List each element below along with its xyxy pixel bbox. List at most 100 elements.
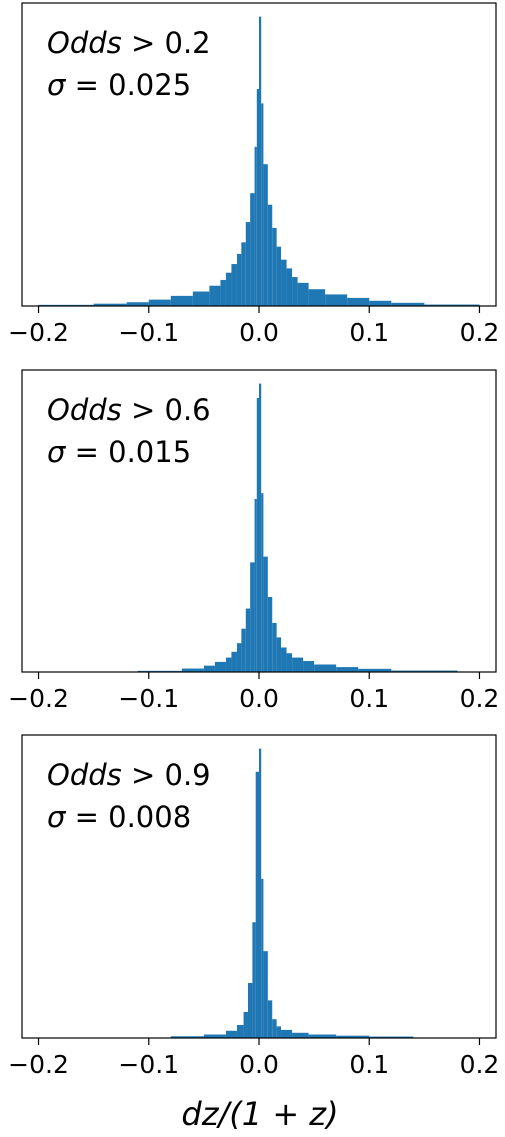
histogram-bar bbox=[225, 1030, 237, 1038]
histogram-bar bbox=[308, 1034, 337, 1038]
histogram-bar bbox=[254, 146, 257, 306]
histogram-bar bbox=[303, 661, 315, 672]
histogram-bar bbox=[292, 277, 298, 306]
histogram-panel: −0.2 −0.1 0.0 0.1 0.2 Odds > 0.6 σ = 0.015 bbox=[8, 369, 500, 713]
histogram-bar bbox=[255, 771, 259, 1038]
histogram-bar bbox=[256, 398, 259, 672]
histogram-bar bbox=[236, 253, 242, 306]
histogram-bar bbox=[292, 1032, 309, 1038]
histogram-bar bbox=[272, 1019, 277, 1038]
histogram-bar bbox=[256, 88, 259, 306]
histogram-bar bbox=[261, 493, 264, 672]
histogram-bar bbox=[369, 300, 392, 306]
x-tick-label: 0.0 bbox=[239, 318, 279, 347]
histogram-bar bbox=[261, 878, 264, 1038]
histogram-bar bbox=[170, 295, 193, 306]
x-tick-label: 0.2 bbox=[460, 684, 500, 713]
x-axis-label: dz/(1 + z) bbox=[181, 1095, 338, 1133]
histogram-bar bbox=[424, 304, 480, 306]
x-tick-label: −0.2 bbox=[8, 684, 69, 713]
histogram-bar bbox=[259, 748, 262, 1038]
histogram-bar bbox=[254, 498, 257, 672]
histogram-bar bbox=[259, 383, 262, 672]
histogram-bar bbox=[236, 643, 242, 672]
histogram-bar bbox=[203, 665, 215, 672]
x-tick-label: −0.2 bbox=[8, 1050, 69, 1079]
histogram-panel: −0.2 −0.1 0.0 0.1 0.2 Odds > 0.9 σ = 0.008 bbox=[8, 734, 499, 1079]
x-tick-label: 0.0 bbox=[239, 684, 279, 713]
histogram-bar bbox=[336, 1035, 370, 1038]
histogram-bar bbox=[241, 628, 246, 672]
histogram-bar bbox=[236, 1024, 244, 1038]
histogram-bar bbox=[225, 657, 232, 672]
histogram-bar bbox=[250, 562, 255, 672]
histogram-bar bbox=[358, 668, 392, 672]
histogram-bar bbox=[276, 246, 282, 306]
histogram-bar bbox=[181, 668, 204, 672]
histogram-bar bbox=[225, 272, 232, 306]
histogram-bar bbox=[347, 297, 370, 306]
x-tick-label: 0.1 bbox=[349, 318, 389, 347]
histogram-bar bbox=[272, 227, 277, 306]
histogram-bar bbox=[231, 651, 237, 672]
histogram-bar bbox=[245, 608, 251, 672]
histogram-bar bbox=[281, 259, 287, 306]
histogram-bar bbox=[276, 1026, 282, 1038]
histogram-bar bbox=[325, 294, 348, 306]
histogram-bar bbox=[263, 556, 268, 672]
x-tick-label: 0.2 bbox=[460, 318, 500, 347]
histogram-bar bbox=[209, 285, 221, 306]
histogram-bar bbox=[267, 597, 273, 672]
histogram-bar bbox=[261, 103, 264, 306]
histogram-bar bbox=[267, 1000, 273, 1038]
histogram-bar bbox=[281, 647, 287, 672]
histogram-bar bbox=[203, 1034, 226, 1038]
histogram-bar bbox=[281, 1029, 293, 1038]
odds-threshold-annotation: Odds > 0.2 bbox=[47, 26, 211, 60]
x-tick-label: −0.1 bbox=[118, 684, 179, 713]
histogram-bar bbox=[263, 951, 268, 1038]
histogram-bar bbox=[247, 983, 253, 1038]
histogram-bar bbox=[297, 282, 309, 306]
histogram-bar bbox=[148, 299, 171, 306]
histogram-bar bbox=[170, 1036, 204, 1038]
histogram-bar bbox=[292, 657, 304, 672]
histogram-bar bbox=[336, 667, 359, 672]
x-tick-label: 0.1 bbox=[349, 684, 389, 713]
histogram-bar bbox=[259, 16, 262, 306]
histogram-bar bbox=[241, 242, 246, 306]
sigma-annotation: σ = 0.015 bbox=[47, 435, 191, 469]
histogram-bar bbox=[245, 222, 251, 306]
histogram-bar bbox=[214, 661, 226, 672]
odds-threshold-annotation: Odds > 0.9 bbox=[47, 758, 211, 792]
histogram-bar bbox=[252, 922, 256, 1038]
odds-threshold-annotation: Odds > 0.6 bbox=[47, 393, 211, 427]
histogram-bar bbox=[286, 653, 293, 672]
histogram-bar bbox=[263, 164, 268, 306]
histogram-panel: −0.2 −0.1 0.0 0.1 0.2 Odds > 0.2 σ = 0.025 bbox=[8, 2, 500, 347]
x-tick-label: −0.1 bbox=[118, 1050, 179, 1079]
histogram-bar bbox=[267, 204, 273, 306]
histogram-bar bbox=[231, 264, 237, 306]
histogram-bar bbox=[126, 302, 149, 306]
histogram-bar bbox=[93, 303, 127, 306]
histogram-bar bbox=[314, 664, 337, 672]
histogram-bar bbox=[243, 1011, 248, 1038]
x-tick-label: 0.0 bbox=[239, 1050, 279, 1079]
histogram-bar bbox=[276, 637, 282, 672]
sigma-annotation: σ = 0.025 bbox=[47, 68, 191, 102]
histogram-bar bbox=[308, 289, 326, 306]
histogram-bar bbox=[369, 1036, 414, 1038]
histogram-bar bbox=[220, 279, 226, 306]
histogram-bar bbox=[286, 268, 293, 306]
histogram-bar bbox=[391, 302, 425, 306]
histogram-bar bbox=[192, 291, 210, 306]
histogram-bar bbox=[391, 670, 458, 672]
histogram-bar bbox=[272, 622, 277, 672]
x-tick-label: −0.2 bbox=[8, 318, 69, 347]
x-tick-label: 0.1 bbox=[349, 1050, 389, 1079]
sigma-annotation: σ = 0.008 bbox=[47, 800, 191, 834]
histogram-bar bbox=[250, 193, 255, 306]
x-tick-label: −0.1 bbox=[118, 318, 179, 347]
